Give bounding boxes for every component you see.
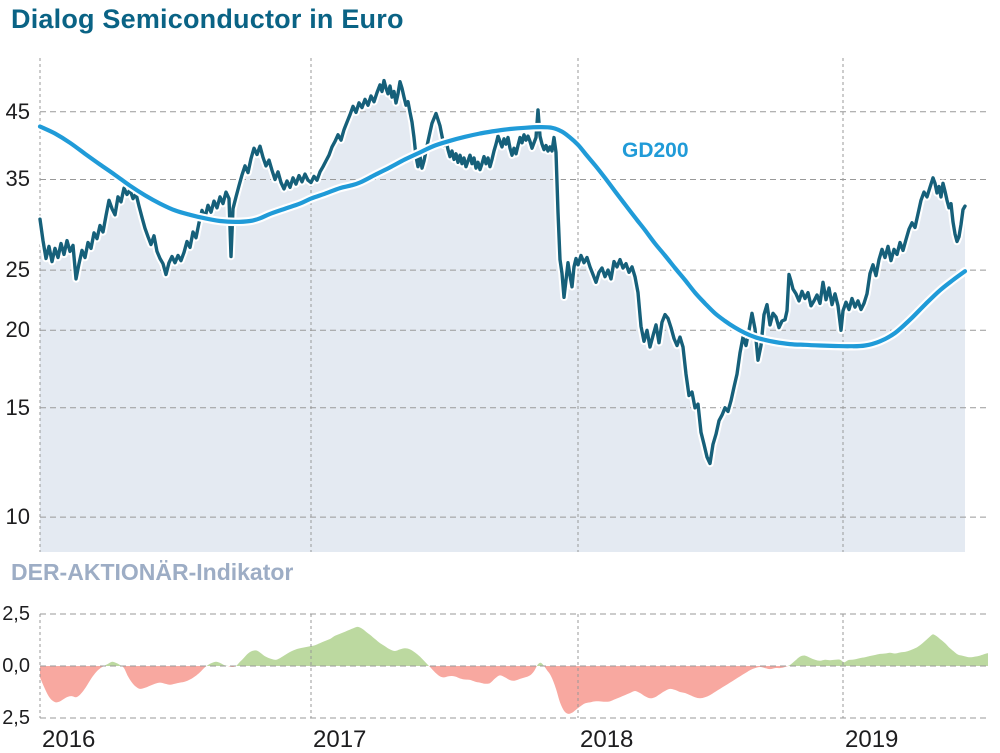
indicator-title: DER-AKTIONÄR-Indikator [11,559,294,585]
gridlines [39,58,990,719]
y-axis-tick-25: 25 [5,257,30,283]
gd200-line [37,124,968,349]
indicator-negative-area [40,666,988,714]
page-title: Dialog Semiconductor in Euro [11,4,404,34]
x-axis-year-2018: 2018 [580,726,634,753]
indicator-tick-0,0: 0,0 [2,655,30,677]
price-line [38,78,967,466]
y-axis-tick-35: 35 [5,166,30,192]
gd200-series-label: GD200 [622,139,689,162]
indicator-positive-area [40,626,988,666]
y-axis-tick-10: 10 [5,504,30,530]
indicator-tick-2,5: 2,5 [2,707,30,729]
price-area-fill [40,80,965,552]
y-axis-tick-20: 20 [5,317,30,343]
x-axis-year-2016: 2016 [42,726,96,753]
x-axis-year-2019: 2019 [845,726,899,753]
x-axis-year-2017: 2017 [313,726,367,753]
y-axis-tick-15: 15 [5,394,30,420]
y-axis-tick-45: 45 [5,98,30,124]
indicator-tick-2,5: 2,5 [2,603,30,625]
